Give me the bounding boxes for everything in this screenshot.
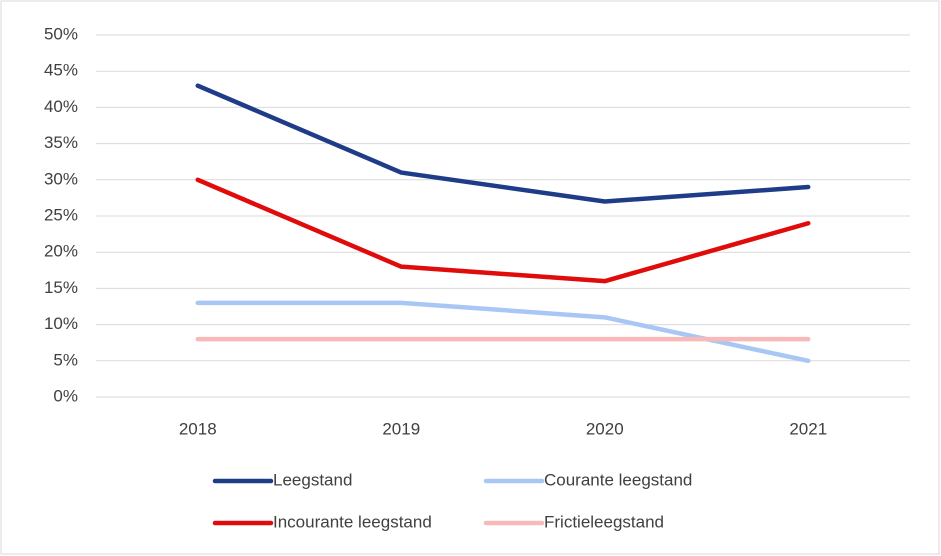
- y-tick-label: 25%: [44, 205, 78, 224]
- series-line: [195, 177, 811, 284]
- y-tick-label: 45%: [44, 61, 78, 80]
- x-tick-label: 2020: [586, 419, 624, 438]
- x-tick-label: 2018: [179, 419, 217, 438]
- y-tick-label: 20%: [44, 242, 78, 261]
- series-line: [195, 83, 811, 204]
- y-tick-label: 35%: [44, 133, 78, 152]
- y-tick-label: 15%: [44, 278, 78, 297]
- y-tick-label: 0%: [53, 386, 78, 405]
- x-tick-label: 2019: [382, 419, 420, 438]
- legend-label: Frictieleegstand: [544, 512, 664, 531]
- legend-label: Incourante leegstand: [273, 512, 432, 531]
- y-tick-label: 10%: [44, 314, 78, 333]
- x-tick-label: 2021: [789, 419, 827, 438]
- y-tick-label: 5%: [53, 350, 78, 369]
- y-tick-label: 30%: [44, 169, 78, 188]
- y-tick-label: 40%: [44, 97, 78, 116]
- legend-label: Leegstand: [273, 470, 352, 489]
- y-tick-label: 50%: [44, 24, 78, 43]
- legend-label: Courante leegstand: [544, 470, 692, 489]
